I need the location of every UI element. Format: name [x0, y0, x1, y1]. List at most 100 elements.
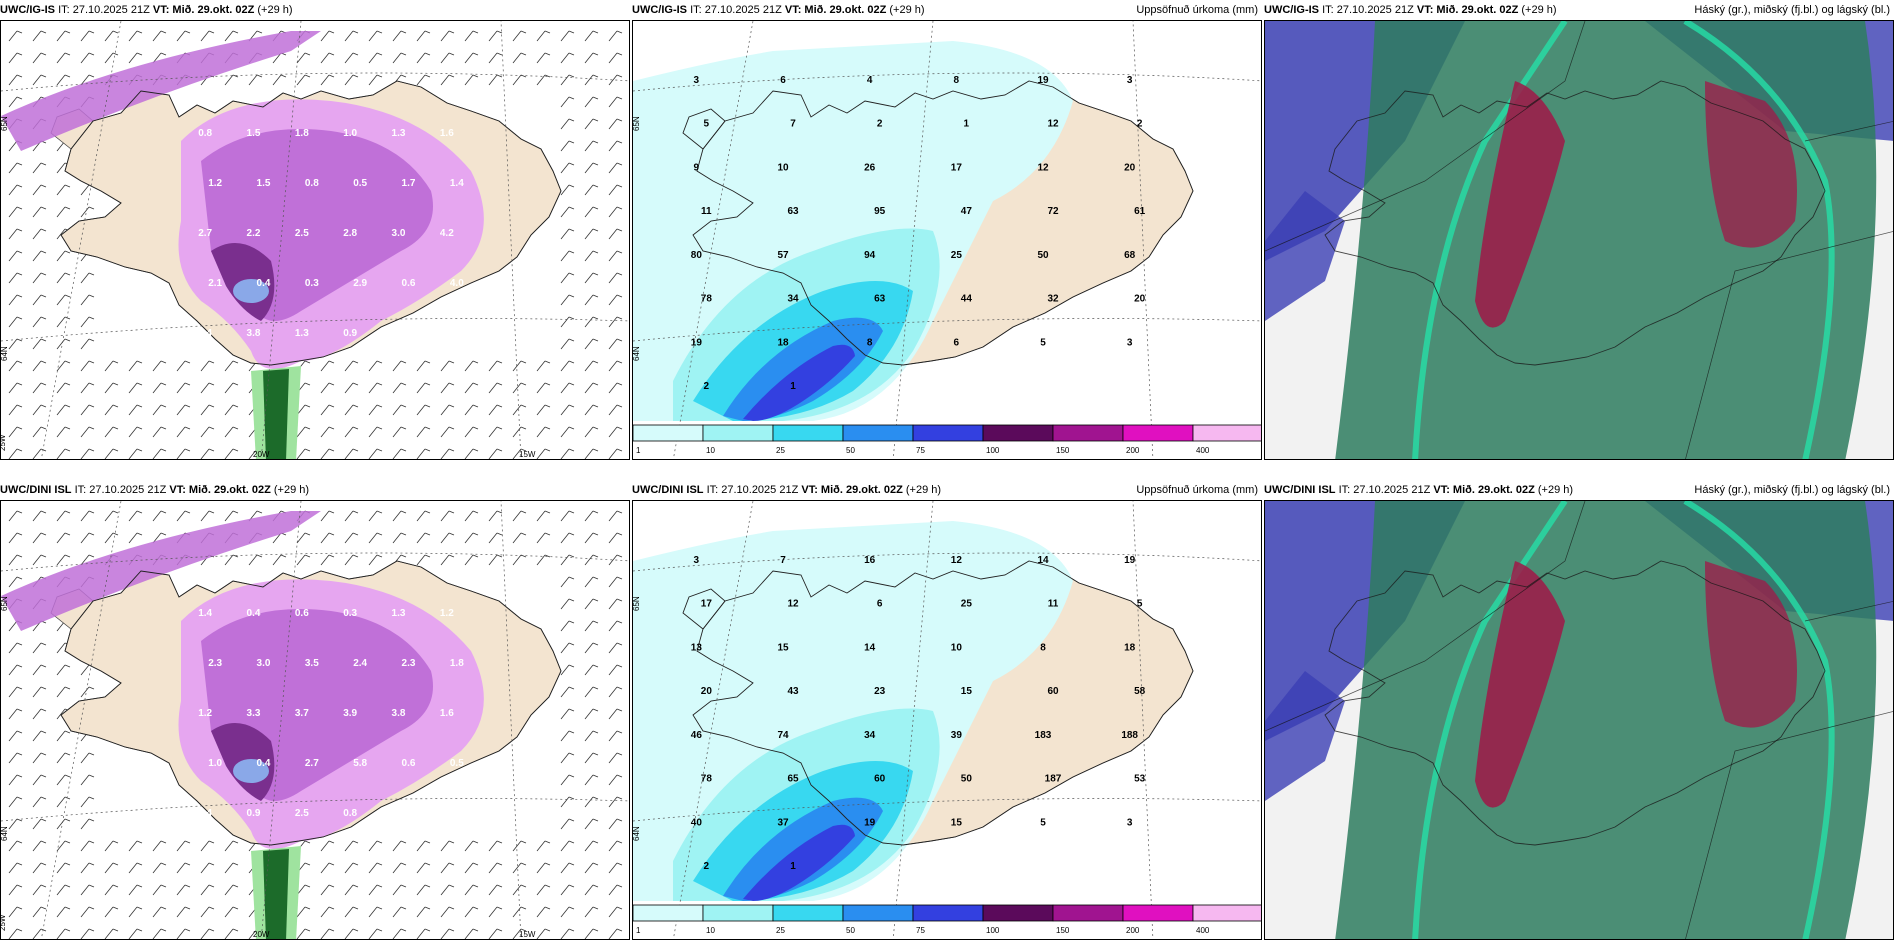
wind-barb: [560, 664, 570, 676]
legend-swatch: [912, 424, 984, 442]
graticule: [1265, 501, 1893, 939]
wind-barb: [416, 862, 426, 874]
wind-barb-flag: [400, 532, 407, 536]
wind-barb: [56, 74, 66, 86]
precip-legend: 1 10 25 50 75 100 150 200 400: [633, 424, 1261, 455]
high-cloud-main: [1335, 21, 1877, 459]
wind-barb-flag: [568, 140, 575, 144]
wind-barb-flag: [400, 74, 407, 78]
wind-barb-flag: [16, 532, 23, 536]
wind-barb: [440, 404, 450, 416]
wind-barb: [560, 510, 570, 522]
wind-barb-flag: [352, 52, 359, 56]
wind-barb-flag: [304, 74, 311, 78]
panel-cloud-dini: UWC/DINI ISL IT: 27.10.2025 21Z VT: Mið.…: [1264, 480, 1894, 940]
wind-barb-flag: [232, 404, 239, 408]
wind-barb-flag: [232, 906, 239, 910]
wind-barb: [104, 532, 114, 544]
wind-barb-flag: [16, 708, 23, 712]
wind-barb: [608, 686, 618, 698]
wind-barb: [56, 840, 66, 852]
map-precip-dini: 65N 64N 3 7 16 12 14 19 17 12 6 25 11 5 13 15 14 10 8 18 20 4…: [632, 500, 1262, 940]
wind-barb-flag: [400, 510, 407, 514]
wind-barb-flag: [568, 796, 575, 800]
wind-barb-flag: [520, 928, 527, 932]
wind-barb: [416, 52, 426, 64]
wind-barb: [224, 928, 234, 939]
wind-barb-flag: [64, 206, 71, 210]
wind-barb: [32, 162, 42, 174]
wind-barb-flag: [568, 642, 575, 646]
wind-barb: [128, 52, 138, 64]
wind-barb-flag: [280, 554, 287, 558]
wind-barb-flag: [496, 426, 503, 430]
graticule: [1265, 21, 1893, 459]
wind-barb-flag: [16, 228, 23, 232]
wind-barb-flag: [112, 426, 119, 430]
value-label: 5.4: [198, 328, 212, 339]
wind-barb-flag: [304, 448, 311, 452]
value-label: 183: [1035, 730, 1052, 741]
wind-barb: [128, 884, 138, 896]
wind-barb-flag: [424, 426, 431, 430]
panel-ice-dini: UWC/DINI ISL IT: 27.10.2025 21Z VT: Mið.…: [0, 480, 630, 940]
coastline: [60, 560, 562, 846]
wind-barb-flag: [304, 426, 311, 430]
wind-barb: [608, 74, 618, 86]
wind-barb-flag: [544, 862, 551, 866]
wind-barb-flag: [232, 862, 239, 866]
wind-barb: [440, 884, 450, 896]
wind-barb-flag: [40, 686, 47, 690]
value-label: 1.3: [392, 608, 406, 619]
wind-barb-flag: [352, 448, 359, 452]
latitude-line: [633, 798, 1261, 822]
wind-barb: [344, 862, 354, 874]
wind-barb: [56, 664, 66, 676]
wind-barb-flag: [376, 74, 383, 78]
wind-barb: [8, 140, 18, 152]
value-label: 3: [1127, 337, 1133, 348]
wind-barb-flag: [616, 840, 623, 844]
lead-time: (+29 h): [905, 484, 942, 496]
latitude-line: [633, 72, 1261, 92]
wind-barb: [488, 52, 498, 64]
wind-barb-flag: [136, 884, 143, 888]
legend-tick: 1: [636, 926, 641, 935]
value-label: 1.6: [440, 708, 454, 719]
wind-barb: [584, 96, 594, 108]
wind-barb: [80, 928, 90, 939]
wind-barb-flag: [232, 928, 239, 932]
wind-barb-flag: [520, 360, 527, 364]
legend-tick: 150: [1056, 926, 1070, 935]
legend-tick: 25: [776, 446, 785, 455]
wind-barb: [128, 906, 138, 918]
wind-barb-flag: [16, 272, 23, 276]
wind-barb-flag: [136, 30, 143, 34]
wind-barb: [584, 818, 594, 830]
wind-barb-flag: [568, 250, 575, 254]
wind-barb: [104, 862, 114, 874]
wind-barb: [344, 404, 354, 416]
wind-barb-flag: [400, 554, 407, 558]
wind-barb: [80, 206, 90, 218]
wind-barb-flag: [352, 510, 359, 514]
wind-barb: [8, 426, 18, 438]
longitude-line: [892, 21, 934, 459]
wind-barb: [8, 272, 18, 284]
value-label: 17: [951, 162, 963, 173]
wind-barb-flag: [304, 360, 311, 364]
value-label: 34: [864, 730, 876, 741]
wind-barb: [80, 532, 90, 544]
wind-barb-flag: [616, 620, 623, 624]
wind-barb-flag: [376, 906, 383, 910]
wind-barb-flag: [616, 884, 623, 888]
wind-barb: [392, 52, 402, 64]
wind-barb-flag: [16, 74, 23, 78]
value-label: 0.5: [450, 758, 464, 769]
latitude-line: [633, 552, 1261, 572]
value-label: 5: [1040, 817, 1046, 828]
wind-barb: [272, 532, 282, 544]
grid-line: [1804, 601, 1893, 622]
lat-label-lower: 64N: [1, 346, 9, 361]
value-label: 0.8: [198, 128, 212, 139]
